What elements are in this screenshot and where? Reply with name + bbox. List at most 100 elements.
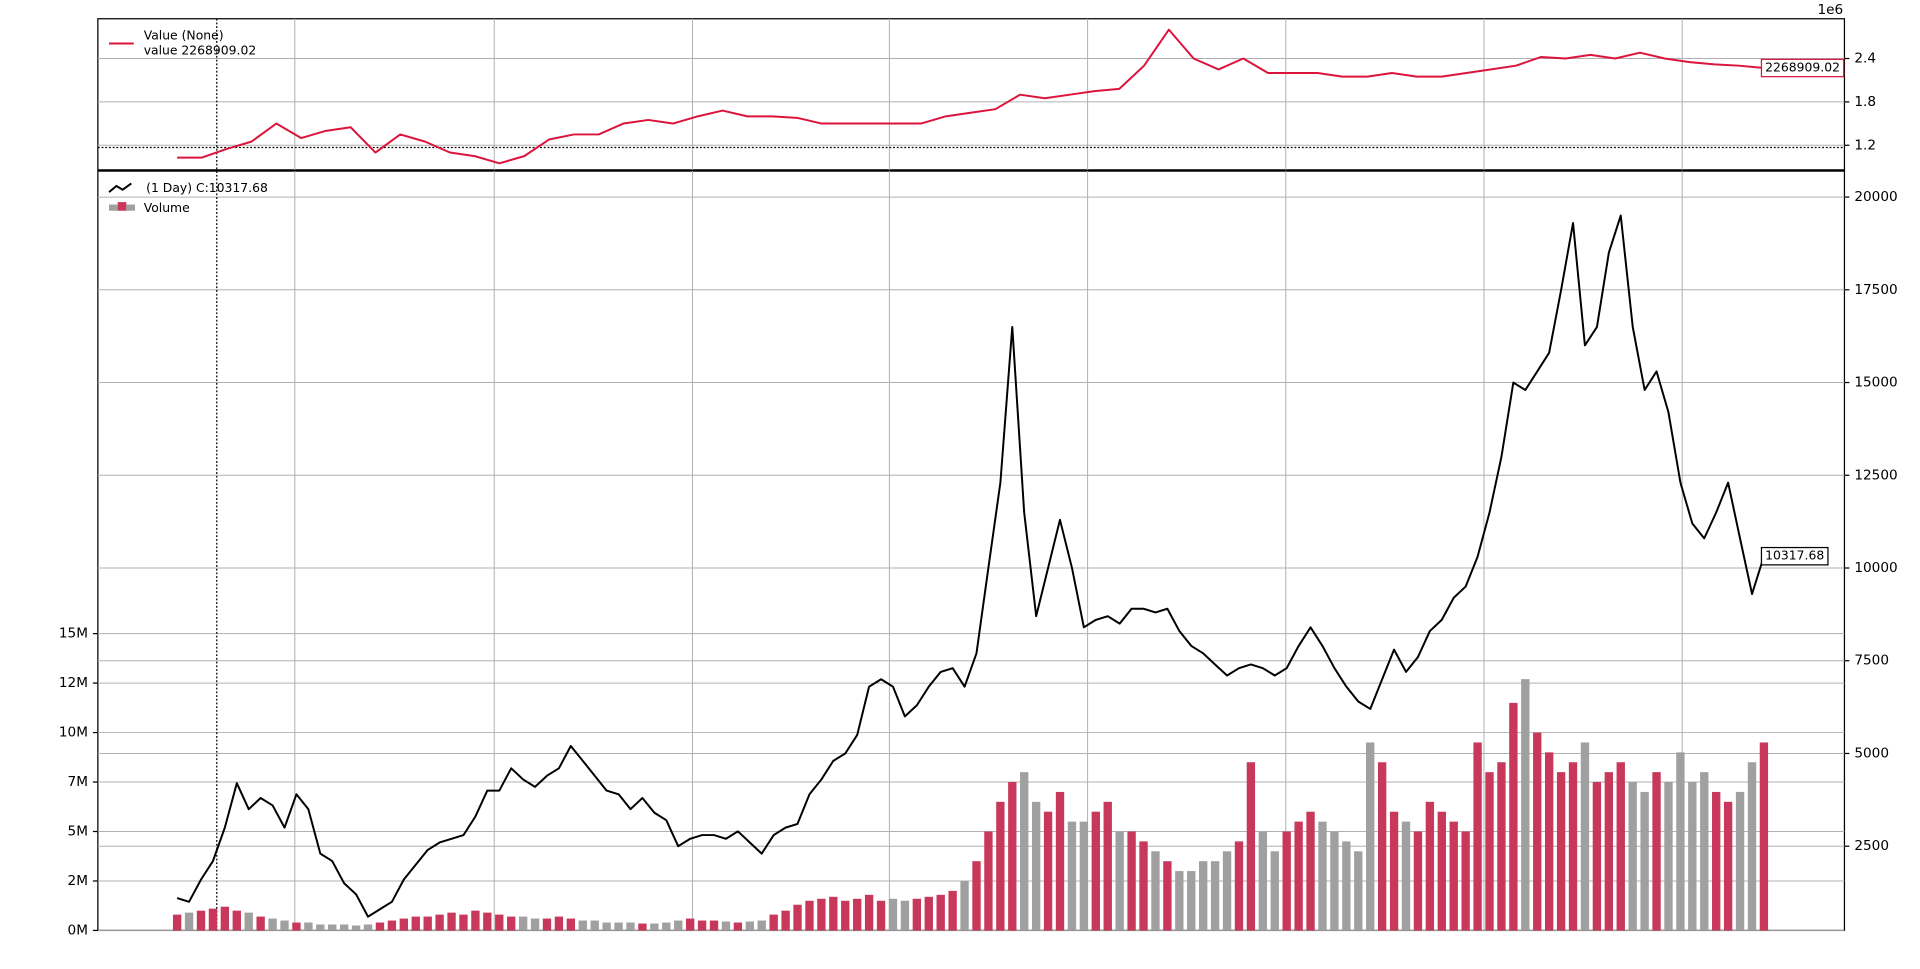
volume-bar (196, 910, 206, 931)
volume-bar (984, 831, 993, 931)
volume-bar (793, 904, 802, 931)
volume-bar (972, 861, 981, 931)
volume-bar (1020, 772, 1029, 931)
volume-bar (1413, 831, 1423, 931)
y-tick-label: 10M (59, 725, 88, 741)
volume-bar (709, 920, 719, 931)
volume-bar (1580, 742, 1590, 931)
volume-bar (1533, 732, 1542, 931)
legend: (1 Day) C:10317.68 Volume (108, 181, 268, 215)
volume-bar (423, 916, 432, 931)
y-tick-label: 7M (68, 774, 88, 790)
volume-bar (1067, 821, 1077, 931)
volume-bar (1055, 791, 1065, 931)
volume-bar (1151, 851, 1160, 931)
legend-label: Value (None) (144, 29, 224, 43)
volume-bar (1103, 801, 1112, 931)
volume-bar (638, 923, 647, 931)
volume-bar (650, 923, 659, 931)
volume-bar (530, 918, 540, 931)
volume-bar (721, 921, 731, 931)
volume-bar (1437, 811, 1446, 931)
volume-bar (626, 922, 635, 931)
volume-bar (459, 914, 468, 931)
volume-bar (1342, 841, 1351, 931)
volume-bar (1008, 782, 1017, 931)
volume-bar (924, 896, 933, 931)
volume-bar (518, 916, 528, 931)
volume-bar (208, 908, 218, 931)
volume-bar (184, 912, 194, 931)
y2-tick-label: 12500 (1854, 467, 1897, 483)
volume-bar (757, 920, 766, 931)
legend-label: Volume (144, 201, 190, 215)
volume-bar (1330, 831, 1339, 931)
volume-bar (375, 922, 385, 931)
volume-bar (1676, 752, 1685, 931)
volume-bar (829, 896, 838, 931)
volume-bar (960, 880, 969, 931)
volume-bar (328, 924, 337, 931)
volume-bar (1568, 762, 1578, 931)
volume-bar (1139, 841, 1148, 931)
volume-bar (244, 912, 253, 931)
volume-bar (1389, 811, 1399, 931)
volume-bar (1747, 762, 1757, 931)
y2-tick-label: 10000 (1854, 560, 1897, 576)
volume-bar (304, 922, 313, 931)
volume-bar (1723, 801, 1733, 931)
volume-bar (1115, 831, 1124, 931)
volume-bar (1712, 791, 1721, 931)
volume-bar (876, 900, 886, 931)
legend-swatch (108, 182, 132, 193)
y-tick-label: 5M (68, 824, 88, 840)
volume-bar (1258, 831, 1268, 931)
y-tick-label: 15M (59, 626, 88, 642)
volume-bar (495, 914, 504, 931)
last-value-label: 2268909.02 (1765, 60, 1840, 74)
y-tick-label: 0M (68, 922, 88, 938)
volume-bar (483, 912, 492, 931)
volume-bar (1640, 791, 1649, 931)
y2-tick-label: 2500 (1854, 838, 1889, 854)
volume-bar (841, 900, 850, 931)
volume-bar (435, 914, 444, 931)
legend-label: (1 Day) C:10317.68 (146, 181, 268, 195)
volume-bar (1222, 851, 1232, 931)
volume-bar (1401, 821, 1411, 931)
volume-bar (1652, 772, 1661, 931)
y2-tick-label: 15000 (1854, 375, 1897, 391)
volume-bar (1175, 871, 1184, 931)
volume-bar (1461, 831, 1470, 931)
volume-bar (1688, 782, 1697, 931)
volume-bar (578, 920, 587, 931)
volume-bar (447, 912, 456, 931)
volume-bar (1592, 782, 1602, 931)
volume-bar (697, 920, 707, 931)
volume-bar (912, 898, 922, 931)
volume-bar (769, 914, 778, 931)
volume-bar (292, 922, 301, 931)
y2-tick-label: 2.4 (1854, 51, 1876, 67)
volume-bar (996, 801, 1005, 931)
volume-bar (674, 920, 683, 931)
volume-bar (1163, 861, 1172, 931)
y2-tick-label: 1.8 (1854, 94, 1876, 110)
volume-bar (507, 916, 516, 931)
volume-bar (781, 910, 790, 931)
volume-bar (1497, 762, 1506, 931)
last-value-box (1760, 58, 1845, 78)
volume-bar (220, 906, 230, 931)
volume-bar (280, 920, 289, 931)
last-value-box (1760, 546, 1829, 566)
volume-bar (268, 918, 277, 931)
volume-bar (399, 918, 408, 931)
volume-bar (351, 925, 361, 931)
legend-value: value 2268909.02 (144, 43, 257, 57)
volume-bar (339, 924, 349, 931)
volume-bar (1735, 791, 1745, 931)
volume-bar (1282, 831, 1291, 931)
volume-bar (1544, 752, 1554, 931)
volume-bar (471, 910, 480, 931)
